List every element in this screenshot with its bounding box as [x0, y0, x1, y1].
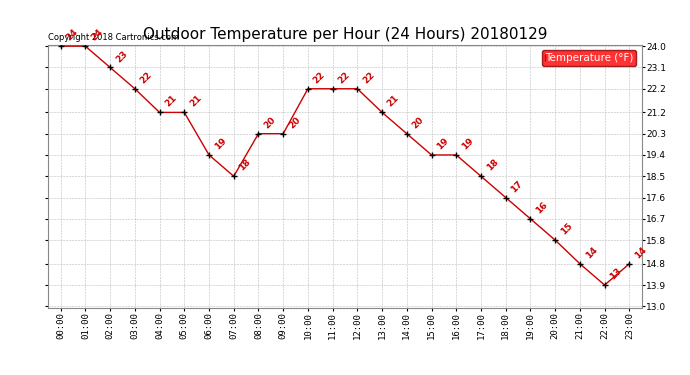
- Text: 21: 21: [386, 94, 401, 109]
- Text: 20: 20: [262, 115, 277, 130]
- Text: 23: 23: [114, 49, 129, 64]
- Text: 14: 14: [584, 245, 599, 260]
- Text: 22: 22: [312, 70, 327, 85]
- Legend: Temperature (°F): Temperature (°F): [542, 50, 636, 66]
- Text: 19: 19: [435, 136, 451, 152]
- Text: 18: 18: [484, 158, 500, 173]
- Text: 22: 22: [139, 70, 154, 85]
- Text: 24: 24: [89, 27, 104, 43]
- Text: 20: 20: [287, 115, 302, 130]
- Text: 13: 13: [609, 266, 624, 282]
- Text: 20: 20: [411, 115, 426, 130]
- Text: 17: 17: [509, 179, 524, 194]
- Text: 19: 19: [213, 136, 228, 152]
- Text: 18: 18: [237, 158, 253, 173]
- Text: 21: 21: [164, 94, 179, 109]
- Text: 19: 19: [460, 136, 475, 152]
- Text: 15: 15: [559, 221, 574, 237]
- Text: 22: 22: [361, 70, 376, 85]
- Text: 24: 24: [64, 27, 79, 43]
- Text: 22: 22: [336, 70, 351, 85]
- Text: Copyright 2018 Cartronics.com: Copyright 2018 Cartronics.com: [48, 33, 179, 42]
- Text: 21: 21: [188, 94, 203, 109]
- Title: Outdoor Temperature per Hour (24 Hours) 20180129: Outdoor Temperature per Hour (24 Hours) …: [143, 27, 547, 42]
- Text: 16: 16: [534, 200, 549, 215]
- Text: 14: 14: [633, 245, 649, 260]
